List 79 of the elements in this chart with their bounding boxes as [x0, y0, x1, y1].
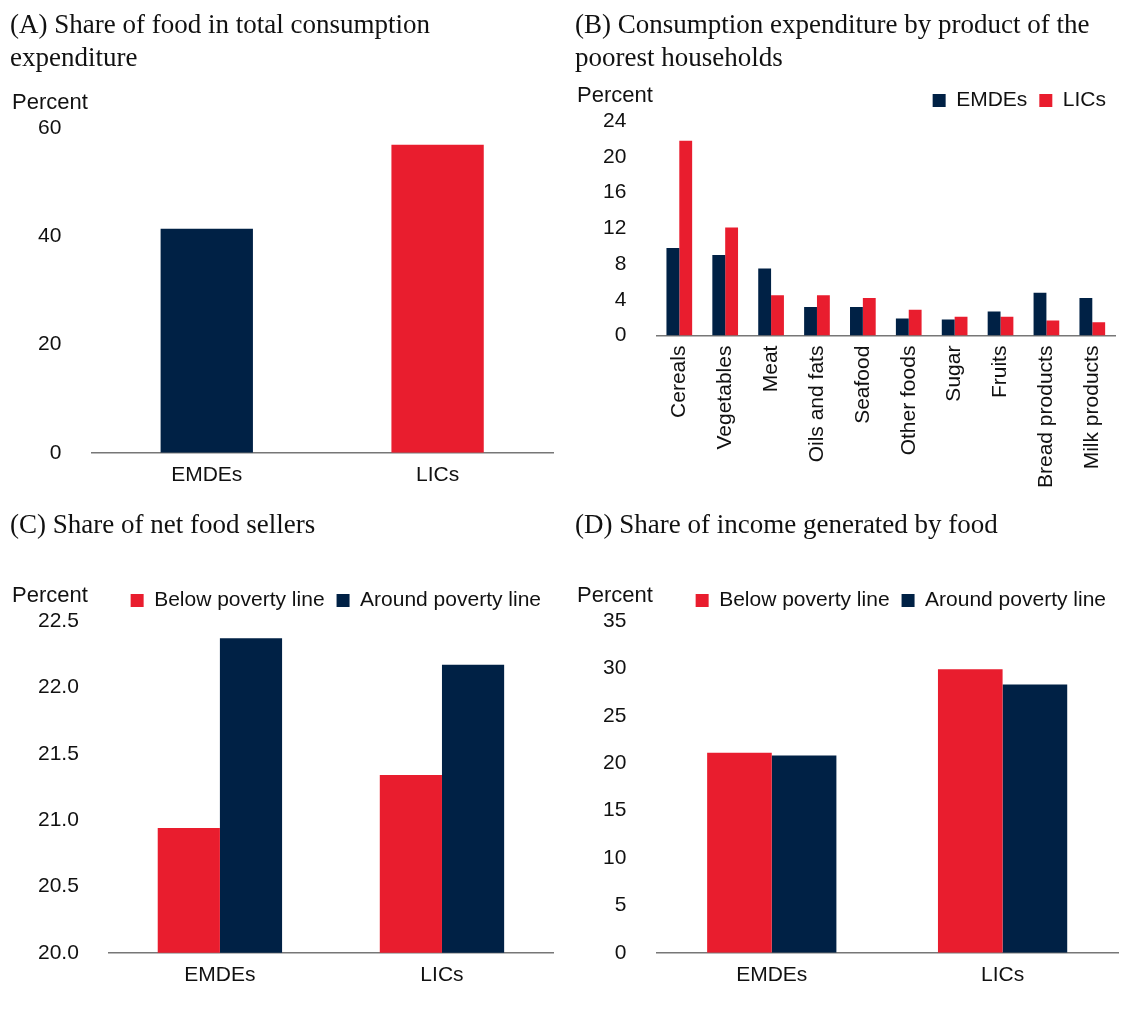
x-tick-label: EMDEs	[184, 962, 256, 986]
y-tick-label: 20	[38, 331, 62, 355]
bar	[937, 669, 1003, 953]
x-tick-label: LICs	[981, 962, 1025, 986]
bar	[987, 311, 1001, 336]
y-tick-label: 21.0	[38, 806, 79, 830]
bar	[771, 295, 784, 336]
y-tick-label: 60	[38, 114, 62, 138]
x-tick-label: Cereals	[666, 345, 690, 418]
x-tick-label: EMDEs	[736, 962, 808, 986]
chart-title: (B) Consumption expenditure by product of the poorest households	[575, 8, 1091, 74]
y-axis-title: Percent	[577, 582, 653, 608]
y-tick-label: 30	[603, 655, 627, 679]
legend-label: Around poverty line	[360, 587, 542, 611]
legend-label: LICs	[1062, 87, 1107, 111]
x-tick-label: Seafood	[849, 345, 873, 424]
chart-title: (A) Share of food in total consumption expenditure	[10, 8, 431, 74]
y-tick-label: 40	[38, 223, 62, 247]
bar	[679, 140, 693, 336]
bar	[1002, 684, 1068, 953]
y-tick-label: 20.0	[38, 939, 79, 963]
y-tick-label: 22.5	[38, 607, 79, 631]
bar	[895, 318, 909, 336]
x-tick-label: EMDEs	[171, 462, 243, 486]
chart-title: (D) Share of income generated by food	[575, 508, 999, 541]
bar	[816, 295, 830, 336]
x-tick-label: Milk products	[1079, 345, 1103, 470]
y-tick-label: 20	[603, 750, 627, 773]
x-tick-label: Fruits	[987, 345, 1011, 399]
y-tick-label: 0	[614, 939, 627, 963]
x-tick-label: LICs	[420, 962, 464, 986]
chart-title: (C) Share of net food sellers	[10, 508, 317, 541]
x-tick-label: Vegetables	[711, 345, 735, 450]
legend-label: Around poverty line	[925, 587, 1107, 611]
y-axis-title: Percent	[12, 582, 88, 608]
bar	[1046, 320, 1060, 336]
legend-label: Below poverty line	[154, 587, 325, 611]
bar	[1079, 298, 1093, 336]
x-tick-label: Meat	[757, 345, 781, 393]
y-tick-label: 16	[603, 179, 627, 203]
y-tick-label: 20	[603, 143, 627, 167]
bar	[941, 319, 955, 336]
bar	[850, 306, 863, 336]
x-tick-label: Sugar	[941, 345, 965, 402]
bar	[707, 752, 772, 953]
bar	[712, 255, 726, 336]
y-tick-label: 22.0	[38, 674, 79, 698]
y-tick-label: 35	[603, 607, 627, 631]
bar	[771, 755, 837, 953]
y-tick-label: 21.5	[38, 740, 79, 764]
bar	[758, 268, 772, 336]
legend-label: EMDEs	[956, 87, 1028, 111]
bar	[1000, 316, 1014, 336]
bar	[862, 298, 876, 336]
bar	[1092, 322, 1106, 336]
bar	[954, 316, 968, 336]
bar	[725, 227, 739, 336]
bar	[804, 306, 817, 336]
y-axis-title: Percent	[577, 82, 653, 108]
y-tick-label: 20.5	[38, 873, 79, 897]
y-tick-label: 5	[614, 892, 627, 916]
y-tick-label: 0	[49, 439, 62, 463]
x-tick-label: Oils and fats	[803, 345, 827, 463]
y-tick-label: 10	[603, 844, 627, 868]
y-tick-label: 15	[603, 797, 627, 821]
y-tick-label: 0	[614, 322, 627, 346]
bar	[1033, 292, 1047, 336]
x-tick-label: Bread products	[1033, 345, 1057, 489]
y-tick-label: 25	[603, 702, 627, 726]
legend-label: Below poverty line	[719, 587, 890, 611]
y-axis-title: Percent	[12, 89, 88, 115]
y-tick-label: 4	[614, 286, 627, 310]
bar	[666, 247, 680, 336]
bar	[908, 309, 922, 336]
x-tick-label: Other foods	[895, 345, 919, 456]
y-tick-label: 12	[603, 215, 627, 239]
y-tick-label: 8	[614, 250, 627, 274]
x-tick-label: LICs	[416, 462, 460, 486]
y-tick-label: 24	[603, 107, 627, 131]
